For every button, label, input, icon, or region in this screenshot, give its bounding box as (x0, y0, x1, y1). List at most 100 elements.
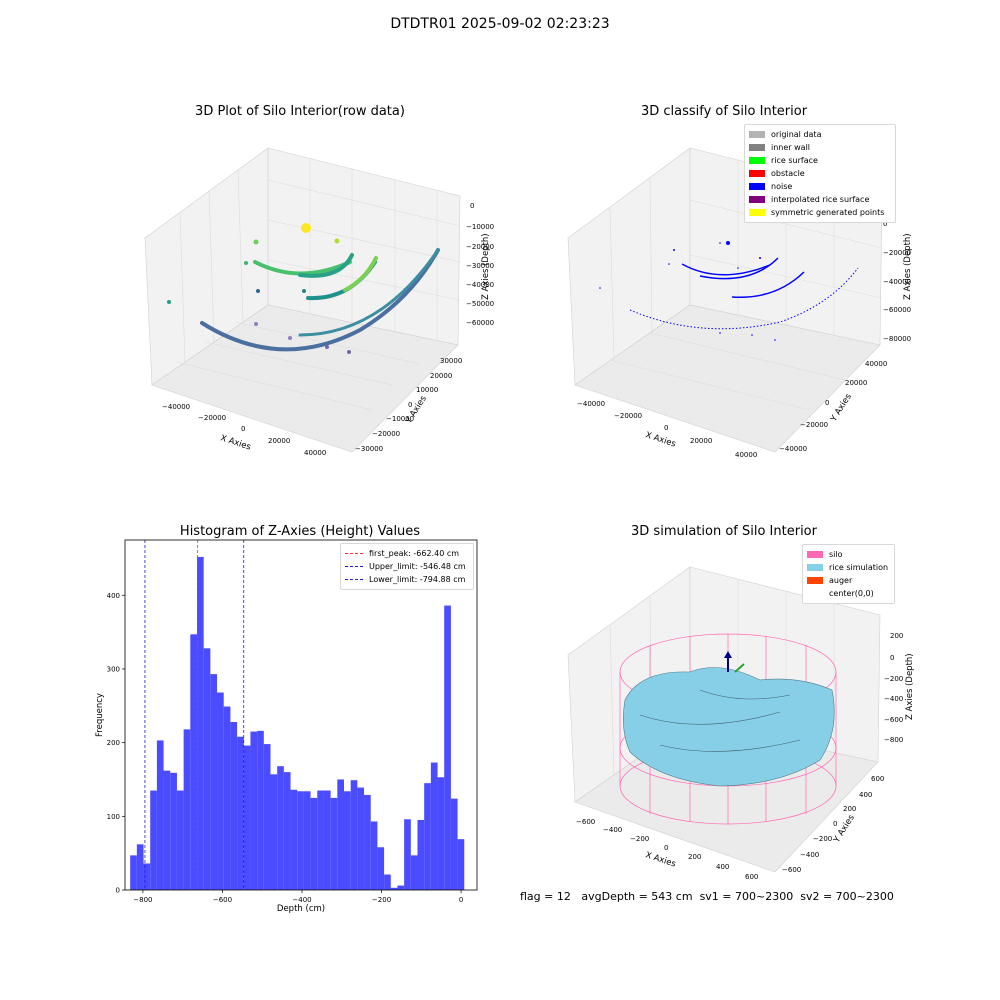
tick-label: −800 (884, 736, 903, 744)
outer-wall-arc (200, 248, 440, 352)
noise-point (719, 332, 721, 334)
tick-label: −80000 (883, 335, 911, 343)
tick-label: −20000 (800, 421, 828, 429)
tick-label: 0 (833, 820, 837, 828)
flag-value: flag = 12 (520, 890, 571, 903)
noise-point (774, 339, 776, 341)
noise-arc (699, 257, 779, 280)
histogram-y-ticks: 0 100 200 300 400 (107, 592, 125, 895)
simulation-plot-y-label: Y Axies (832, 813, 858, 846)
histogram-x-label: Depth (cm) (277, 904, 325, 914)
raw-plot-axes-box (144, 147, 461, 453)
histogram-bar (397, 885, 405, 890)
tick-label: 0 (664, 844, 668, 852)
tick-label: −200 (813, 835, 832, 843)
tick-label: −400 (603, 826, 622, 834)
tick-label: 20000 (430, 372, 452, 380)
data-point (288, 336, 292, 340)
x-tick-label: −400 (292, 896, 311, 904)
histogram-bar (150, 790, 157, 890)
histogram-bar (390, 887, 398, 890)
data-point (253, 239, 259, 245)
tick-label: 600 (871, 775, 884, 783)
legend-item: inner wall (749, 141, 891, 154)
simulation-plot-z-ticks: 200 0 −200 −400 −600 −800 (884, 632, 903, 744)
noise-point (673, 249, 675, 251)
noise-point (668, 263, 670, 265)
histogram-bar (243, 745, 251, 890)
histogram-bar (183, 729, 191, 890)
histogram-bar (317, 790, 324, 890)
legend-swatch (749, 144, 765, 151)
y-tick-label: 100 (107, 813, 120, 821)
tick-label: 0 (825, 399, 829, 407)
legend-label: inner wall (771, 143, 811, 152)
histogram-bar (364, 794, 371, 890)
histogram-bar (203, 648, 211, 890)
data-point (302, 289, 306, 293)
histogram-bar (263, 744, 271, 890)
legend-label: first_peak: -662.40 cm (369, 549, 460, 558)
noise-point (751, 334, 753, 336)
histogram-bar (330, 797, 338, 890)
simulation-plot-x-ticks: −600 −400 −200 0 200 400 600 (576, 818, 758, 881)
y-tick-label: 400 (107, 592, 120, 600)
tick-label: −10000 (386, 415, 414, 423)
tick-label: −60000 (883, 306, 911, 314)
legend-line (345, 566, 363, 567)
tick-label: −20000 (614, 412, 642, 420)
legend-item: rice surface (749, 154, 891, 167)
tick-label: −20000 (466, 243, 494, 251)
y-tick-label: 200 (107, 739, 120, 747)
histogram-bar (176, 790, 184, 890)
tick-label: 0 (408, 401, 412, 409)
raw-plot-x-ticks: −40000 −20000 0 20000 40000 (162, 403, 326, 457)
histogram-bar (337, 779, 344, 890)
tick-label: −40000 (577, 400, 605, 408)
legend-swatch (807, 590, 823, 597)
histogram-bar (430, 762, 438, 890)
noise-arc (731, 271, 805, 299)
data-point (167, 300, 171, 304)
data-point (347, 350, 351, 354)
tick-label: −400 (800, 851, 819, 859)
raw-plot-title: 3D Plot of Silo Interior(row data) (195, 104, 405, 119)
histogram-legend: first_peak: -662.40 cm Upper_limit: -546… (340, 543, 474, 590)
x-tick-label: −800 (133, 896, 152, 904)
histogram-bar (350, 780, 358, 890)
histogram-bar (323, 790, 331, 890)
legend-label: interpolated rice surface (771, 195, 870, 204)
histogram-bar (277, 766, 284, 890)
tick-label: −20000 (198, 414, 226, 422)
x-tick-label: 0 (459, 896, 463, 904)
noise-point (726, 241, 730, 245)
sv1-value: sv1 = 700~2300 (699, 890, 794, 903)
noise-point (599, 287, 601, 289)
histogram-bar (310, 797, 318, 890)
histogram-frame (124, 539, 478, 891)
histogram-bar (223, 706, 231, 890)
tick-label: 600 (745, 873, 758, 881)
tick-label: 40000 (735, 451, 757, 459)
data-point (244, 261, 248, 265)
classify-plot-z-ticks: 0 −20000 −40000 −60000 −80000 (883, 220, 911, 343)
legend-item: noise (749, 180, 891, 193)
tick-label: −600 (576, 818, 595, 826)
histogram-bar (250, 731, 258, 890)
legend-swatch (807, 577, 823, 584)
legend-swatch (749, 183, 765, 190)
tick-label: 20000 (845, 379, 867, 387)
tick-label: 0 (890, 654, 894, 662)
auger-arrow-icon (724, 651, 732, 658)
legend-item: rice simulation (807, 561, 890, 574)
data-point (334, 238, 340, 244)
tick-label: 0 (241, 425, 245, 433)
histogram-x-ticks: −800 −600 −400 −200 0 (133, 890, 463, 904)
noise-point (759, 257, 761, 259)
classify-plot-grid (609, 160, 883, 411)
legend-label: symmetric generated points (771, 208, 885, 217)
simulation-plot-title: 3D simulation of Silo Interior (631, 524, 817, 539)
y-tick-label: 0 (116, 887, 120, 895)
